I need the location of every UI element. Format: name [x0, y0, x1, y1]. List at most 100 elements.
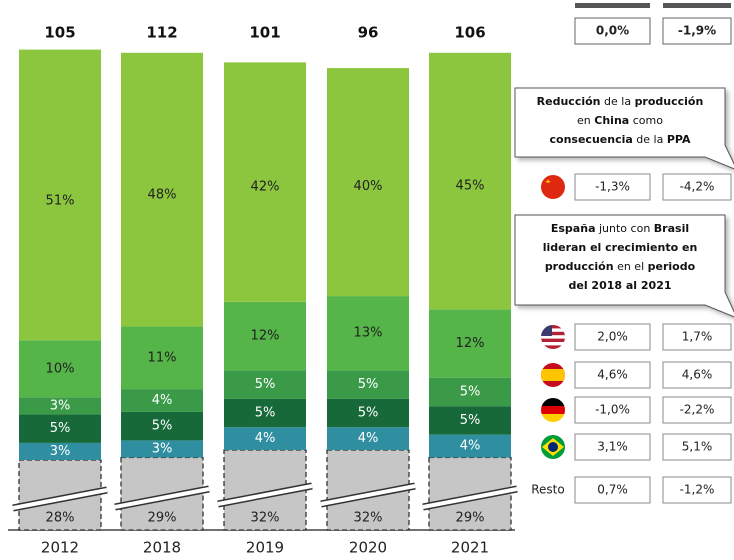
- table-value: 0,7%: [597, 483, 628, 497]
- bar-segment: [429, 406, 511, 435]
- bar-segment: [429, 309, 511, 378]
- x-tick-label: 2012: [41, 539, 79, 557]
- x-tick-label: 2018: [143, 539, 181, 557]
- table-cell: [574, 476, 651, 504]
- segment-label: 3%: [50, 398, 71, 413]
- bar-total: 101: [249, 24, 280, 42]
- callout-run: Reducción: [537, 95, 601, 108]
- table-value: 4,6%: [597, 368, 628, 382]
- bar-segment: [224, 62, 306, 302]
- bar-segment: [224, 301, 306, 371]
- table-value: 5,1%: [682, 440, 713, 454]
- segment-label: 5%: [152, 419, 173, 434]
- bar-segment: [19, 442, 101, 460]
- table-value: -4,2%: [680, 180, 715, 194]
- table-cell: [662, 17, 732, 45]
- callout-line: del 2018 al 2021: [568, 279, 671, 292]
- segment-label: 5%: [50, 421, 71, 436]
- table-value: -1,2%: [680, 483, 715, 497]
- callout-run: junto con: [596, 222, 654, 235]
- segment-label: 4%: [152, 393, 173, 408]
- bar-segment: [121, 389, 203, 412]
- table-value: 4,6%: [682, 368, 713, 382]
- row-label: Resto: [531, 483, 564, 497]
- callout-run: lideran el crecimiento en: [543, 241, 698, 254]
- break-mark: [217, 484, 313, 506]
- callout-line: lideran el crecimiento en: [543, 241, 698, 254]
- table-value: -1,9%: [678, 24, 716, 38]
- table-cell: [574, 17, 651, 45]
- column-header-bar: [575, 3, 650, 8]
- bar-segment: [121, 326, 203, 390]
- segment-label: 12%: [456, 336, 485, 351]
- bar-segment: [429, 52, 511, 310]
- segment-label: 13%: [354, 326, 383, 341]
- bar-total: 106: [454, 24, 485, 42]
- bar-segment: [19, 397, 101, 415]
- callout-run: de la: [633, 133, 667, 146]
- segment-label: 4%: [460, 439, 481, 454]
- bar-segment: [327, 427, 409, 450]
- break-mark: [12, 488, 108, 510]
- segment-label: 28%: [46, 511, 75, 526]
- segment-label: 32%: [251, 511, 280, 526]
- table-value: -1,0%: [595, 403, 630, 417]
- segment-label: 51%: [46, 193, 75, 208]
- segment-label: 45%: [456, 179, 485, 194]
- break-mark: [114, 487, 210, 509]
- bar-segment: [224, 370, 306, 399]
- callout-run: Brasil: [654, 222, 689, 235]
- callout-shape: [514, 87, 734, 318]
- callout-run: en: [577, 114, 594, 127]
- flag-china: [541, 175, 565, 199]
- segment-label: 40%: [354, 179, 383, 194]
- segment-label: 11%: [148, 350, 177, 365]
- table-value: 0,0%: [596, 24, 629, 38]
- bar-segment: [327, 398, 409, 428]
- segment-label: 4%: [358, 431, 379, 446]
- x-tick-label: 2020: [349, 539, 387, 557]
- segment-label: 42%: [251, 179, 280, 194]
- table-value: 2,0%: [597, 330, 628, 344]
- bar-segment: [327, 370, 409, 399]
- break-mark: [422, 487, 518, 509]
- callout-run: China: [594, 114, 629, 127]
- segment-label: 10%: [46, 361, 75, 376]
- callout-run: de la: [601, 95, 635, 108]
- bar-segment: [224, 427, 306, 450]
- bar-segment: [224, 398, 306, 428]
- flag-germany: [541, 398, 565, 422]
- segment-label: 29%: [456, 511, 485, 526]
- callout-run: del 2018 al 2021: [568, 279, 671, 292]
- segment-label: 3%: [50, 444, 71, 459]
- segment-label: 5%: [358, 405, 379, 420]
- segment-label: 12%: [251, 329, 280, 344]
- segment-label: 5%: [460, 384, 481, 399]
- callout-run: España: [551, 222, 596, 235]
- break-mark: [320, 484, 416, 506]
- bar-segment: [429, 377, 511, 407]
- segment-label: 4%: [255, 431, 276, 446]
- segment-label: 5%: [255, 377, 276, 392]
- table-cell: [662, 323, 732, 351]
- bar-segment: [429, 434, 511, 458]
- callout-line: España junto con Brasil: [551, 222, 689, 235]
- bar-segment: [19, 340, 101, 398]
- table-cell: [662, 433, 732, 461]
- segment-label: 48%: [148, 188, 177, 203]
- table-value: -2,2%: [680, 403, 715, 417]
- callout-run: en el: [614, 260, 648, 273]
- bar-segment: [327, 296, 409, 371]
- callout-run: producción: [635, 95, 704, 108]
- table-value: -1,3%: [595, 180, 630, 194]
- bar-total: 105: [44, 24, 75, 42]
- table-cell: [662, 361, 732, 389]
- table-cell: [662, 173, 732, 201]
- table-cell: [574, 433, 651, 461]
- bar-segment: [121, 440, 203, 458]
- segment-label: 29%: [148, 511, 177, 526]
- bar-segment: [19, 414, 101, 443]
- segment-label: 5%: [255, 405, 276, 420]
- callout-line: Reducción de la producción: [537, 95, 704, 108]
